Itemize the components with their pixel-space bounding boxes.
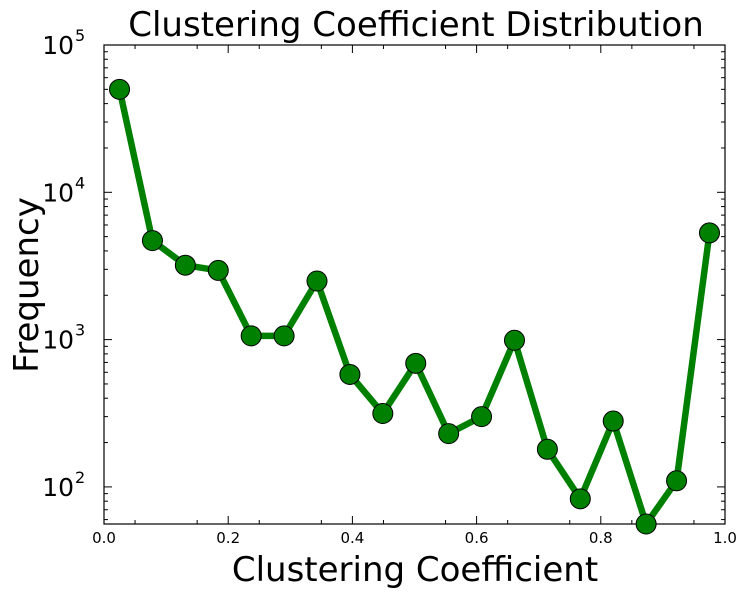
data-point (471, 406, 493, 428)
x-tick-label: 1.0 (713, 529, 737, 547)
chart-title: Clustering Coefficient Distribution (128, 5, 704, 45)
data-point (109, 78, 131, 100)
data-point (405, 352, 427, 374)
data-point (240, 325, 262, 347)
x-axis-label: Clustering Coefficient (232, 550, 598, 590)
data-point (635, 513, 657, 535)
data-point (698, 222, 720, 244)
y-tick-base: 10 (42, 473, 74, 502)
y-axis-label: Frequency (7, 197, 47, 373)
data-point (339, 363, 361, 385)
data-point (503, 329, 525, 351)
y-tick-exponent: 3 (75, 321, 85, 340)
y-tick-base: 10 (42, 178, 74, 207)
x-tick-label: 0.6 (465, 529, 489, 547)
data-point (536, 438, 558, 460)
data-point (569, 488, 591, 510)
data-point (174, 254, 196, 276)
x-tick-label: 0.2 (216, 529, 240, 547)
data-point (207, 259, 229, 281)
plot-area (103, 44, 726, 525)
x-tick-label: 0.8 (589, 529, 613, 547)
y-tick-base: 10 (42, 31, 74, 60)
y-tick-exponent: 5 (75, 26, 85, 45)
data-point (306, 270, 328, 292)
data-point (141, 230, 163, 252)
data-point (666, 470, 688, 492)
y-tick-exponent: 2 (75, 468, 85, 487)
y-tick-label: 10 (42, 473, 74, 502)
y-tick-label: 10 (42, 31, 74, 60)
y-tick-exponent: 4 (75, 173, 85, 192)
data-point (372, 403, 394, 425)
data-point (438, 423, 460, 445)
y-tick-label: 10 (42, 178, 74, 207)
y-tick-label: 10 (42, 326, 74, 355)
y-tick-base: 10 (42, 326, 74, 355)
x-tick-label: 0.0 (92, 529, 116, 547)
data-point (602, 410, 624, 432)
data-point (273, 325, 295, 347)
x-tick-label: 0.4 (340, 529, 364, 547)
series-layer (109, 78, 720, 535)
